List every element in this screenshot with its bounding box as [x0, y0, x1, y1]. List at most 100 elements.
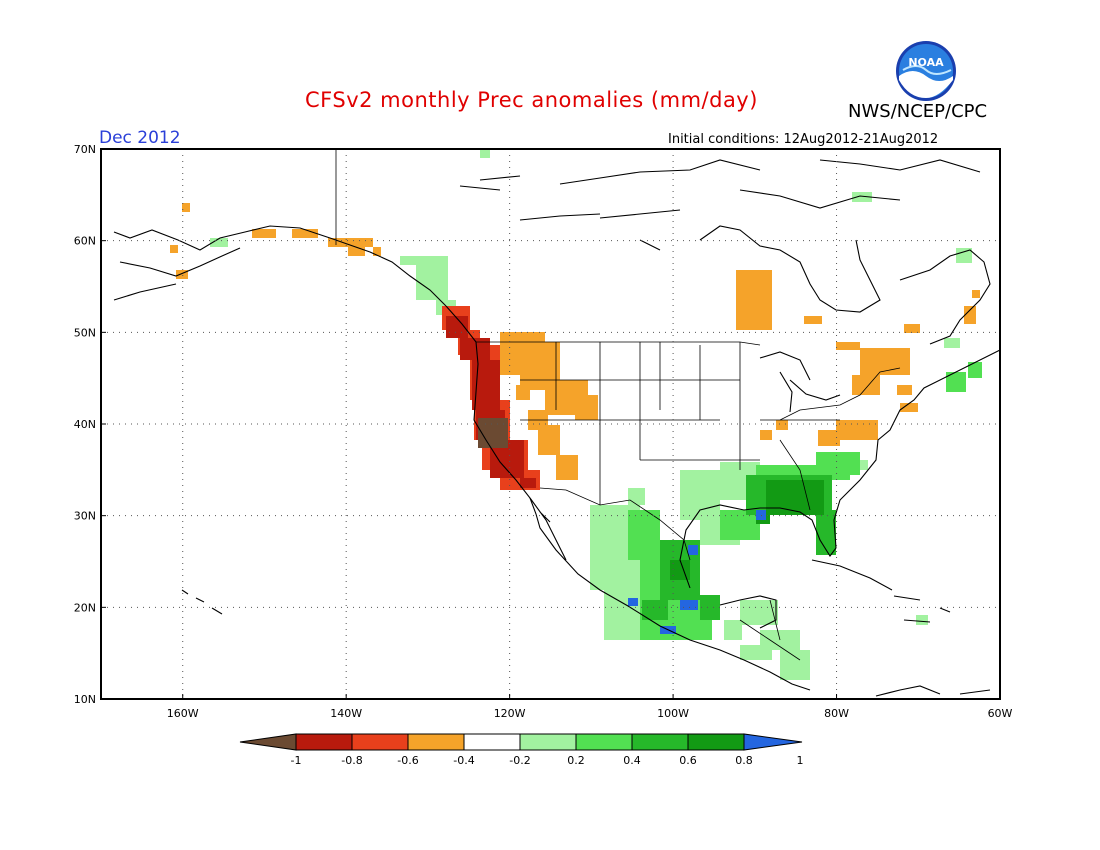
anomaly-cell	[520, 478, 536, 488]
anomaly-cell	[252, 229, 276, 238]
lat-label: 60N	[74, 235, 96, 248]
legend-swatch	[463, 733, 521, 751]
anomaly-cell	[700, 595, 720, 620]
anomaly-cell	[760, 430, 772, 440]
coastline	[459, 159, 981, 251]
border-line	[779, 367, 901, 421]
anomaly-cell	[836, 420, 878, 440]
anomaly-cell	[556, 455, 578, 480]
legend-tick-label: 0.6	[679, 754, 697, 767]
longitude-labels: 160W 140W 120W 100W 80W 60W	[167, 694, 1013, 720]
coastline	[679, 349, 1000, 589]
coastline	[113, 247, 241, 301]
anomaly-cell	[182, 203, 190, 212]
anomaly-cell	[688, 545, 698, 555]
legend-tick-label: -1	[291, 754, 302, 767]
anomaly-cell	[816, 452, 860, 475]
noaa-logo-text: NOAA	[908, 56, 944, 69]
lon-label: 160W	[167, 707, 199, 720]
lat-label: 70N	[74, 143, 96, 156]
legend-tick-label: -0.6	[397, 754, 418, 767]
coastline	[445, 305, 811, 691]
anomaly-cell	[852, 192, 872, 202]
legend-tick-label: -0.2	[509, 754, 530, 767]
lon-label: 80W	[824, 707, 849, 720]
legend-tick-label: 1	[797, 754, 804, 767]
legend-swatch	[519, 733, 577, 751]
legend-swatch	[351, 733, 409, 751]
border-line	[739, 599, 801, 661]
anomaly-cell	[478, 418, 508, 448]
border-line	[520, 379, 760, 505]
month-label: Dec 2012	[99, 128, 181, 148]
anomaly-cell	[904, 324, 920, 333]
coastline	[699, 225, 881, 313]
latitude-labels: 70N 60N 50N 40N 30N 20N 10N	[74, 143, 106, 706]
legend-tick-label: -0.8	[341, 754, 362, 767]
anomaly-cell	[348, 247, 365, 256]
anomaly-cell	[328, 238, 373, 247]
lat-label: 50N	[74, 326, 96, 339]
coastline	[811, 559, 951, 623]
lon-label: 120W	[494, 707, 526, 720]
legend-tick-label: 0.8	[735, 754, 753, 767]
anomaly-cell	[804, 316, 822, 324]
coastline	[181, 589, 223, 615]
anomaly-cell	[538, 425, 560, 455]
anomaly-cell	[740, 600, 778, 625]
anomaly-cell	[628, 488, 645, 505]
anomaly-cell	[736, 270, 772, 330]
lat-label: 40N	[74, 418, 96, 431]
anomaly-cell	[170, 245, 178, 253]
anomaly-cell	[676, 620, 712, 640]
legend-swatch	[575, 733, 633, 751]
anomaly-cell	[575, 395, 598, 420]
anomaly-cell	[680, 470, 720, 520]
coastline	[759, 351, 841, 413]
anomaly-cell	[897, 385, 912, 395]
lon-label: 60W	[988, 707, 1013, 720]
anomaly-cell	[816, 510, 836, 555]
anomaly-cell	[724, 620, 742, 640]
agency-label: NWS/NCEP/CPC	[848, 101, 988, 122]
anomaly-cell	[756, 510, 766, 520]
legend-swatch	[687, 733, 745, 751]
chart-title: CFSv2 monthly Prec anomalies (mm/day)	[305, 88, 758, 112]
legend-swatch	[295, 733, 353, 751]
anomaly-cell	[416, 265, 448, 300]
coastlines	[113, 159, 1000, 697]
anomaly-cell	[776, 420, 788, 430]
coastline	[719, 595, 777, 629]
anomaly-cell	[628, 598, 638, 606]
anomaly-cell	[373, 247, 381, 256]
anomaly-cell	[818, 430, 840, 446]
anomaly-cell	[480, 150, 490, 158]
anomaly-cell	[944, 338, 960, 348]
legend-arrow-left	[239, 733, 297, 751]
coastline	[113, 225, 447, 307]
coastline	[479, 159, 901, 219]
anomaly-cell	[642, 600, 668, 620]
initial-conditions-label: Initial conditions: 12Aug2012-21Aug2012	[668, 132, 939, 147]
anomaly-cell	[400, 256, 448, 265]
anomaly-cell	[516, 385, 530, 400]
anomaly-cell	[968, 362, 982, 378]
lat-label: 30N	[74, 510, 96, 523]
anomaly-cell	[176, 270, 188, 279]
lat-label: 10N	[74, 693, 96, 706]
anomaly-cell	[446, 316, 468, 338]
noaa-logo: NOAA	[896, 41, 956, 101]
anomaly-cell	[210, 238, 228, 247]
legend-swatch	[407, 733, 465, 751]
anomaly-cell	[628, 510, 660, 560]
legend-tick-label: 0.2	[567, 754, 585, 767]
anomaly-cell	[900, 403, 918, 412]
lon-label: 140W	[330, 707, 362, 720]
coastline	[899, 249, 991, 345]
anomaly-cell	[292, 229, 318, 238]
anomaly-cell	[780, 650, 810, 680]
legend-arrow-right	[743, 733, 803, 751]
border-line	[700, 342, 840, 511]
